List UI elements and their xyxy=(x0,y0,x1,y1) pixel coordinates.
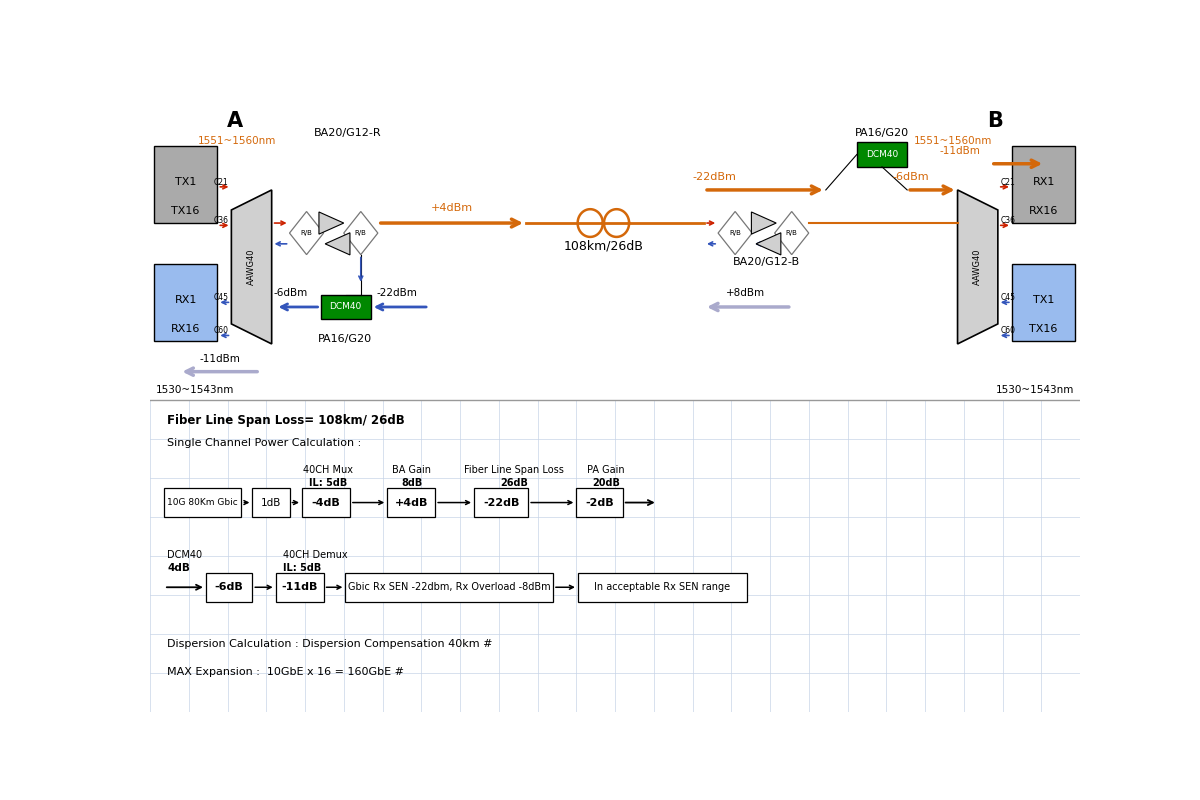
Text: C21: C21 xyxy=(214,178,228,186)
Text: -11dBm: -11dBm xyxy=(940,146,980,157)
Text: R/B: R/B xyxy=(355,230,367,236)
Bar xyxy=(206,573,252,602)
Text: DCM40: DCM40 xyxy=(866,150,898,158)
Polygon shape xyxy=(343,211,378,254)
Text: MAX Expansion :  10GbE x 16 = 160GbE #: MAX Expansion : 10GbE x 16 = 160GbE # xyxy=(167,667,404,677)
Polygon shape xyxy=(775,211,809,254)
Text: 10G 80Km Gbic: 10G 80Km Gbic xyxy=(167,498,238,507)
Text: IL: 5dB: IL: 5dB xyxy=(283,563,322,573)
Bar xyxy=(154,264,217,341)
Text: B: B xyxy=(986,110,1003,130)
Text: C21: C21 xyxy=(1001,178,1015,186)
Text: In acceptable Rx SEN range: In acceptable Rx SEN range xyxy=(594,582,731,592)
Polygon shape xyxy=(958,190,998,344)
Bar xyxy=(1012,146,1075,223)
Polygon shape xyxy=(232,190,271,344)
Text: DCM40: DCM40 xyxy=(330,302,362,311)
Text: RX16: RX16 xyxy=(1028,206,1058,217)
Text: BA Gain: BA Gain xyxy=(392,466,432,475)
Text: +8dBm: +8dBm xyxy=(726,288,764,298)
Text: Dispersion Calculation : Dispersion Compensation 40km #: Dispersion Calculation : Dispersion Comp… xyxy=(167,639,492,650)
Bar xyxy=(388,488,436,517)
Text: R/B: R/B xyxy=(730,230,742,236)
Polygon shape xyxy=(319,212,343,234)
Text: DCM40: DCM40 xyxy=(167,550,202,560)
Text: 1dB: 1dB xyxy=(260,498,281,507)
Text: +4dB: +4dB xyxy=(395,498,428,507)
Bar xyxy=(320,294,371,319)
Text: 4dB: 4dB xyxy=(167,563,190,573)
Text: 8dB: 8dB xyxy=(401,478,422,488)
Text: -6dB: -6dB xyxy=(215,582,244,592)
Text: TX1: TX1 xyxy=(175,178,197,187)
Text: C45: C45 xyxy=(214,294,228,302)
Text: C60: C60 xyxy=(1001,326,1016,335)
Polygon shape xyxy=(289,211,324,254)
Text: -22dBm: -22dBm xyxy=(692,172,737,182)
Polygon shape xyxy=(756,233,781,255)
Bar xyxy=(576,488,623,517)
Text: 40CH Mux: 40CH Mux xyxy=(304,466,353,475)
Text: BA20/G12-B: BA20/G12-B xyxy=(732,257,799,266)
Text: Single Channel Power Calculation :: Single Channel Power Calculation : xyxy=(167,438,361,447)
Text: C60: C60 xyxy=(214,326,228,335)
Bar xyxy=(276,573,324,602)
Text: -22dBm: -22dBm xyxy=(376,288,416,298)
Bar xyxy=(578,573,746,602)
Text: A: A xyxy=(227,110,244,130)
Text: R/B: R/B xyxy=(786,230,798,236)
Text: R/B: R/B xyxy=(301,230,312,236)
Text: Fiber Line Span Loss: Fiber Line Span Loss xyxy=(464,466,564,475)
Text: AAWG40: AAWG40 xyxy=(973,249,982,285)
Text: IL: 5dB: IL: 5dB xyxy=(310,478,347,488)
Text: C36: C36 xyxy=(1001,216,1016,226)
Text: 1551~1560nm: 1551~1560nm xyxy=(913,136,991,146)
Text: 1530~1543nm: 1530~1543nm xyxy=(156,385,234,395)
Text: Fiber Line Span Loss= 108km/ 26dB: Fiber Line Span Loss= 108km/ 26dB xyxy=(167,414,404,427)
Text: 1551~1560nm: 1551~1560nm xyxy=(198,136,276,146)
Text: C45: C45 xyxy=(1001,294,1016,302)
Bar xyxy=(154,146,217,223)
Text: RX16: RX16 xyxy=(170,324,200,334)
Text: AAWG40: AAWG40 xyxy=(247,249,256,285)
Text: -22dB: -22dB xyxy=(482,498,520,507)
Text: -4dB: -4dB xyxy=(312,498,341,507)
Text: +4dBm: +4dBm xyxy=(431,202,473,213)
Text: -2dB: -2dB xyxy=(586,498,614,507)
Polygon shape xyxy=(751,212,776,234)
Bar xyxy=(164,488,241,517)
Text: RX1: RX1 xyxy=(174,295,197,305)
Text: PA16/G20: PA16/G20 xyxy=(856,128,910,138)
Text: -6dBm: -6dBm xyxy=(274,288,308,298)
Text: -11dBm: -11dBm xyxy=(199,354,240,364)
Bar xyxy=(252,488,289,517)
Text: TX16: TX16 xyxy=(1030,324,1057,334)
Text: BA20/G12-R: BA20/G12-R xyxy=(314,128,382,138)
Text: 1530~1543nm: 1530~1543nm xyxy=(996,385,1074,395)
Text: PA Gain: PA Gain xyxy=(587,466,624,475)
Text: C36: C36 xyxy=(214,216,228,226)
Polygon shape xyxy=(718,211,752,254)
Bar xyxy=(474,488,528,517)
Bar xyxy=(346,573,553,602)
Text: TX16: TX16 xyxy=(172,206,200,217)
Text: TX1: TX1 xyxy=(1033,295,1055,305)
Bar xyxy=(302,488,350,517)
Text: PA16/G20: PA16/G20 xyxy=(318,334,372,343)
Text: -6dBm: -6dBm xyxy=(893,172,929,182)
Polygon shape xyxy=(325,233,350,255)
Text: RX1: RX1 xyxy=(1032,178,1055,187)
Text: Gbic Rx SEN -22dbm, Rx Overload -8dBm: Gbic Rx SEN -22dbm, Rx Overload -8dBm xyxy=(348,582,551,592)
Text: 108km/26dB: 108km/26dB xyxy=(564,240,643,253)
Text: 26dB: 26dB xyxy=(500,478,528,488)
Text: 40CH Demux: 40CH Demux xyxy=(283,550,348,560)
Text: -11dB: -11dB xyxy=(281,582,318,592)
Bar xyxy=(857,142,907,167)
Bar xyxy=(1012,264,1075,341)
Text: 20dB: 20dB xyxy=(592,478,619,488)
